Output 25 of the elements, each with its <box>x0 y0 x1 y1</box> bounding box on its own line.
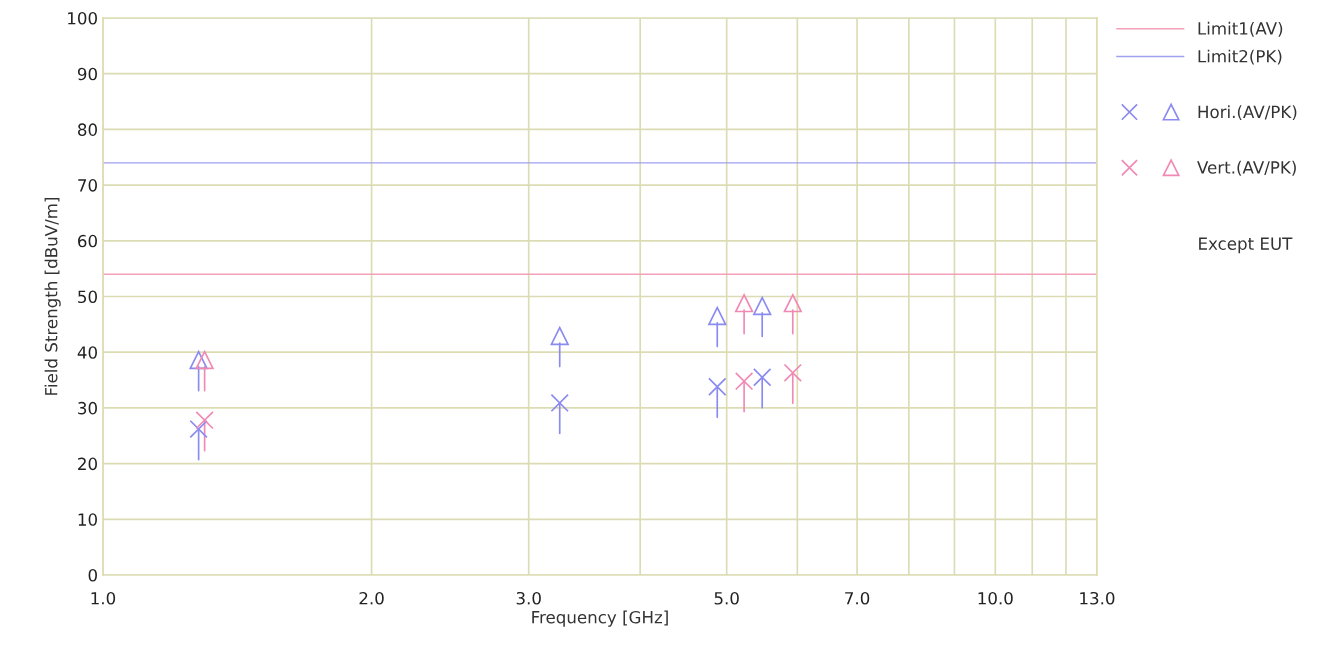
y-tick-label: 60 <box>78 234 97 248</box>
legend-label: Limit1(AV) <box>1198 21 1283 37</box>
x-tick-label: 3.0 <box>516 591 541 605</box>
y-tick-label: 80 <box>78 123 97 136</box>
legend-label: Hori.(AV/PK) <box>1198 105 1297 121</box>
text: Except EUT <box>1199 237 1293 254</box>
legend-label: Vert.(AV/PK) <box>1197 160 1296 176</box>
x-tick-label: 2.0 <box>359 591 384 605</box>
y-tick-label: 40 <box>77 346 97 359</box>
y-tick-label: 100 <box>68 11 97 25</box>
x-tick-label: 1.0 <box>91 591 116 605</box>
legend-label: Limit2(PK) <box>1198 49 1282 65</box>
y-tick-label: 20 <box>78 457 97 471</box>
y-tick-label: 90 <box>77 67 97 81</box>
x-axis-title: Frequency [GHz] <box>532 610 668 627</box>
x-tick-label: 7.0 <box>845 591 870 605</box>
y-tick-label: 0 <box>88 568 97 582</box>
x-tick-label: 13.0 <box>1080 591 1115 605</box>
y-tick-label: 10 <box>78 513 97 526</box>
y-axis-title: Field Strength [dBuV/m] <box>44 197 61 395</box>
x-tick-label: 10.0 <box>978 591 1013 605</box>
y-tick-label: 70 <box>78 179 97 192</box>
y-tick-label: 50 <box>78 290 97 304</box>
y-tick-label: 30 <box>78 401 97 415</box>
x-tick-label: 5.0 <box>714 591 739 605</box>
